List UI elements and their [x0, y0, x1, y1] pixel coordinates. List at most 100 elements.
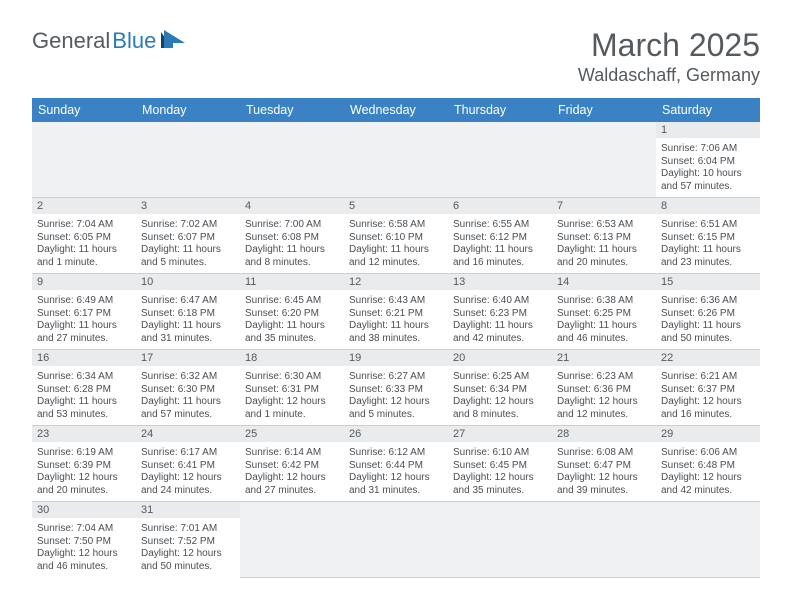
- sunset-text: Sunset: 6:33 PM: [349, 384, 443, 397]
- day-number: 13: [448, 274, 552, 290]
- sunrise-text: Sunrise: 6:19 AM: [37, 447, 131, 460]
- day-number: 2: [32, 198, 136, 214]
- day-number: 20: [448, 350, 552, 366]
- day-details: Sunrise: 6:27 AMSunset: 6:33 PMDaylight:…: [344, 368, 448, 425]
- day-details: Sunrise: 6:30 AMSunset: 6:31 PMDaylight:…: [240, 368, 344, 425]
- day-number: 21: [552, 350, 656, 366]
- day-details: Sunrise: 7:06 AMSunset: 6:04 PMDaylight:…: [656, 140, 760, 197]
- calendar-row: 30Sunrise: 7:04 AMSunset: 7:50 PMDayligh…: [32, 502, 760, 578]
- sunrise-text: Sunrise: 6:25 AM: [453, 371, 547, 384]
- col-monday: Monday: [136, 98, 240, 122]
- daylight-text: Daylight: 10 hours and 57 minutes.: [661, 168, 755, 193]
- sunset-text: Sunset: 6:45 PM: [453, 460, 547, 473]
- day-details: Sunrise: 6:21 AMSunset: 6:37 PMDaylight:…: [656, 368, 760, 425]
- day-details: Sunrise: 6:45 AMSunset: 6:20 PMDaylight:…: [240, 292, 344, 349]
- sunrise-text: Sunrise: 6:55 AM: [453, 219, 547, 232]
- sunset-text: Sunset: 6:31 PM: [245, 384, 339, 397]
- calendar-cell: [240, 122, 344, 198]
- calendar-cell: 15 Sunrise: 6:36 AMSunset: 6:26 PMDayligh…: [656, 274, 760, 350]
- day-details: Sunrise: 6:12 AMSunset: 6:44 PMDaylight:…: [344, 444, 448, 501]
- sunset-text: Sunset: 6:18 PM: [141, 308, 235, 321]
- day-number: 10: [136, 274, 240, 290]
- calendar-cell: 4Sunrise: 7:00 AMSunset: 6:08 PMDaylight…: [240, 198, 344, 274]
- calendar-cell: [448, 122, 552, 198]
- daylight-text: Daylight: 11 hours and 42 minutes.: [453, 320, 547, 345]
- calendar-cell: 2Sunrise: 7:04 AMSunset: 6:05 PMDaylight…: [32, 198, 136, 274]
- sunset-text: Sunset: 6:30 PM: [141, 384, 235, 397]
- sunrise-text: Sunrise: 7:04 AM: [37, 219, 131, 232]
- sunrise-text: Sunrise: 7:02 AM: [141, 219, 235, 232]
- daylight-text: Daylight: 11 hours and 1 minute.: [37, 244, 131, 269]
- day-details: Sunrise: 6:14 AMSunset: 6:42 PMDaylight:…: [240, 444, 344, 501]
- calendar-cell: 1 Sunrise: 7:06 AMSunset: 6:04 PMDaylight…: [656, 122, 760, 198]
- col-thursday: Thursday: [448, 98, 552, 122]
- sunrise-text: Sunrise: 6:38 AM: [557, 295, 651, 308]
- sunrise-text: Sunrise: 6:36 AM: [661, 295, 755, 308]
- day-details: Sunrise: 7:04 AMSunset: 7:50 PMDaylight:…: [32, 520, 136, 577]
- sunrise-text: Sunrise: 6:14 AM: [245, 447, 339, 460]
- daylight-text: Daylight: 11 hours and 35 minutes.: [245, 320, 339, 345]
- day-details: Sunrise: 6:53 AMSunset: 6:13 PMDaylight:…: [552, 216, 656, 273]
- sunset-text: Sunset: 6:39 PM: [37, 460, 131, 473]
- calendar-cell: 7 Sunrise: 6:53 AMSunset: 6:13 PMDaylight…: [552, 198, 656, 274]
- daylight-text: Daylight: 12 hours and 46 minutes.: [37, 548, 131, 573]
- day-details: Sunrise: 6:32 AMSunset: 6:30 PMDaylight:…: [136, 368, 240, 425]
- day-number: 11: [240, 274, 344, 290]
- daylight-text: Daylight: 11 hours and 46 minutes.: [557, 320, 651, 345]
- day-number: 26: [344, 426, 448, 442]
- calendar-cell: 21Sunrise: 6:23 AMSunset: 6:36 PMDayligh…: [552, 350, 656, 426]
- sunrise-text: Sunrise: 6:43 AM: [349, 295, 443, 308]
- header: GeneralBlue March 2025 Waldaschaff, Germ…: [32, 28, 760, 86]
- logo-text-2: Blue: [112, 28, 156, 54]
- day-details: Sunrise: 6:06 AMSunset: 6:48 PMDaylight:…: [656, 444, 760, 501]
- sunset-text: Sunset: 6:26 PM: [661, 308, 755, 321]
- calendar-cell: 26 Sunrise: 6:12 AMSunset: 6:44 PMDayligh…: [344, 426, 448, 502]
- daylight-text: Daylight: 11 hours and 16 minutes.: [453, 244, 547, 269]
- day-details: Sunrise: 6:40 AMSunset: 6:23 PMDaylight:…: [448, 292, 552, 349]
- daylight-text: Daylight: 11 hours and 23 minutes.: [661, 244, 755, 269]
- daylight-text: Daylight: 12 hours and 35 minutes.: [453, 472, 547, 497]
- daylight-text: Daylight: 12 hours and 16 minutes.: [661, 396, 755, 421]
- calendar-cell: 8Sunrise: 6:51 AMSunset: 6:15 PMDaylight…: [656, 198, 760, 274]
- daylight-text: Daylight: 12 hours and 42 minutes.: [661, 472, 755, 497]
- sunset-text: Sunset: 6:34 PM: [453, 384, 547, 397]
- calendar-cell: 30Sunrise: 7:04 AMSunset: 7:50 PMDayligh…: [32, 502, 136, 578]
- sunrise-text: Sunrise: 6:51 AM: [661, 219, 755, 232]
- sunset-text: Sunset: 6:07 PM: [141, 232, 235, 245]
- day-details: Sunrise: 6:58 AMSunset: 6:10 PMDaylight:…: [344, 216, 448, 273]
- day-details: Sunrise: 6:36 AMSunset: 6:26 PMDaylight:…: [656, 292, 760, 349]
- sunset-text: Sunset: 6:48 PM: [661, 460, 755, 473]
- sunrise-text: Sunrise: 6:17 AM: [141, 447, 235, 460]
- daylight-text: Daylight: 12 hours and 20 minutes.: [37, 472, 131, 497]
- daylight-text: Daylight: 12 hours and 24 minutes.: [141, 472, 235, 497]
- day-details: Sunrise: 6:08 AMSunset: 6:47 PMDaylight:…: [552, 444, 656, 501]
- day-number: 22: [656, 350, 760, 366]
- calendar-cell: [240, 502, 344, 578]
- calendar-cell: 31Sunrise: 7:01 AMSunset: 7:52 PMDayligh…: [136, 502, 240, 578]
- day-number: 7: [552, 198, 656, 214]
- calendar-cell: 27Sunrise: 6:10 AMSunset: 6:45 PMDayligh…: [448, 426, 552, 502]
- calendar-cell: [656, 502, 760, 578]
- calendar-cell: 22 Sunrise: 6:21 AMSunset: 6:37 PMDayligh…: [656, 350, 760, 426]
- day-details: Sunrise: 6:47 AMSunset: 6:18 PMDaylight:…: [136, 292, 240, 349]
- sunrise-text: Sunrise: 6:34 AM: [37, 371, 131, 384]
- day-number: 27: [448, 426, 552, 442]
- calendar-cell: [32, 122, 136, 198]
- col-tuesday: Tuesday: [240, 98, 344, 122]
- sunset-text: Sunset: 6:28 PM: [37, 384, 131, 397]
- sunset-text: Sunset: 6:25 PM: [557, 308, 651, 321]
- day-details: Sunrise: 6:38 AMSunset: 6:25 PMDaylight:…: [552, 292, 656, 349]
- col-saturday: Saturday: [656, 98, 760, 122]
- logo: GeneralBlue: [32, 28, 187, 54]
- calendar-cell: [448, 502, 552, 578]
- day-number: 1: [656, 122, 760, 138]
- day-number: 19: [344, 350, 448, 366]
- day-number: 15: [656, 274, 760, 290]
- calendar-cell: 11 Sunrise: 6:45 AMSunset: 6:20 PMDayligh…: [240, 274, 344, 350]
- day-details: Sunrise: 7:01 AMSunset: 7:52 PMDaylight:…: [136, 520, 240, 577]
- col-friday: Friday: [552, 98, 656, 122]
- logo-text-1: General: [32, 28, 110, 54]
- day-number: 8: [656, 198, 760, 214]
- daylight-text: Daylight: 11 hours and 53 minutes.: [37, 396, 131, 421]
- daylight-text: Daylight: 12 hours and 31 minutes.: [349, 472, 443, 497]
